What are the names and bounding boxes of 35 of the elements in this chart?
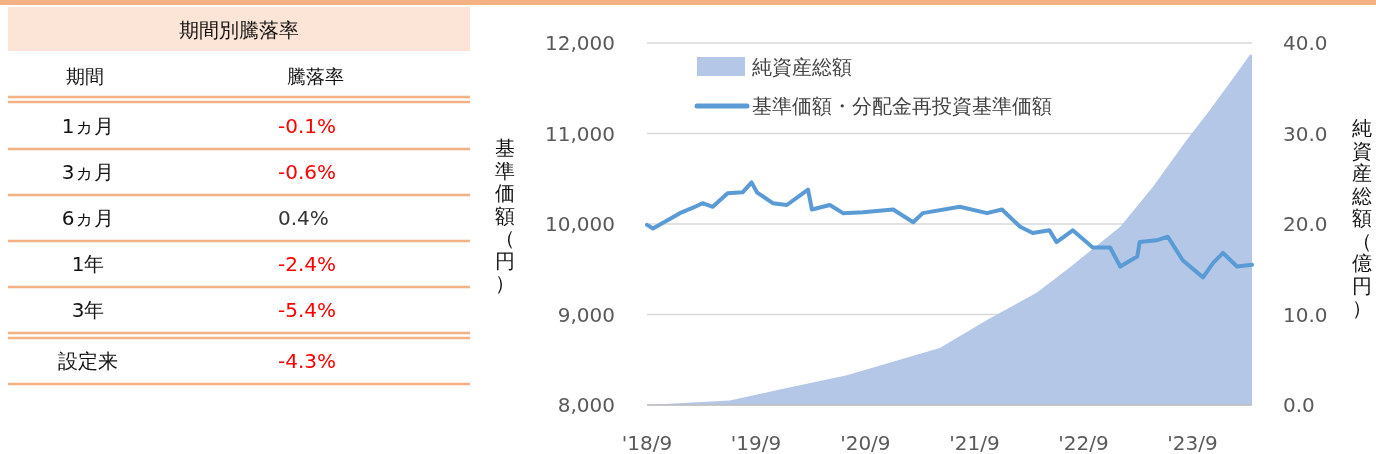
y2-tick-label: 20.0 [1283, 212, 1328, 236]
legend-label: 基準価額・分配金再投資基準価額 [752, 94, 1052, 118]
y2-tick-label: 40.0 [1283, 31, 1328, 55]
y-axis-title: 基準価額（円） [495, 136, 515, 295]
text: -4.3% [278, 349, 337, 373]
y-tick-label: 12,000 [545, 31, 615, 55]
text: 期間別騰落率 [179, 18, 299, 42]
x-tick-label: '22/9 [1058, 431, 1109, 454]
y-tick-label: 8,000 [557, 393, 615, 417]
text: 騰落率 [286, 65, 344, 87]
category-label: 設定来 [58, 349, 118, 373]
x-tick-label: '19/9 [730, 431, 782, 454]
y-tick-label: 10,000 [545, 212, 615, 236]
category-label: 3年 [71, 298, 105, 322]
y2-tick-label: 0.0 [1283, 393, 1315, 417]
x-tick-label: '23/9 [1167, 431, 1218, 454]
y-tick-label: 11,000 [545, 121, 615, 146]
y-tick-label: 9,000 [557, 302, 615, 327]
x-tick-label: '18/9 [621, 431, 673, 454]
y2-tick-label: 30.0 [1283, 121, 1328, 146]
text: -2.4% [278, 252, 337, 276]
text: -0.1% [278, 114, 337, 138]
text: 0.4% [278, 206, 329, 230]
x-tick-label: '20/9 [840, 431, 891, 454]
category-label: 1年 [71, 252, 105, 276]
category-label: 3ヵ月 [61, 160, 115, 184]
x-tick-label: '21/9 [949, 431, 1000, 454]
category-label: 6ヵ月 [61, 206, 115, 230]
text: -5.4% [278, 298, 337, 322]
legend-label: 純資産総額 [752, 55, 852, 79]
y2-tick-label: 10.0 [1283, 302, 1328, 327]
text: -0.6% [278, 160, 337, 184]
text: 期間 [66, 65, 104, 87]
text: 純資産総額（億円） [1352, 116, 1372, 320]
category-label: 1ヵ月 [61, 114, 115, 138]
